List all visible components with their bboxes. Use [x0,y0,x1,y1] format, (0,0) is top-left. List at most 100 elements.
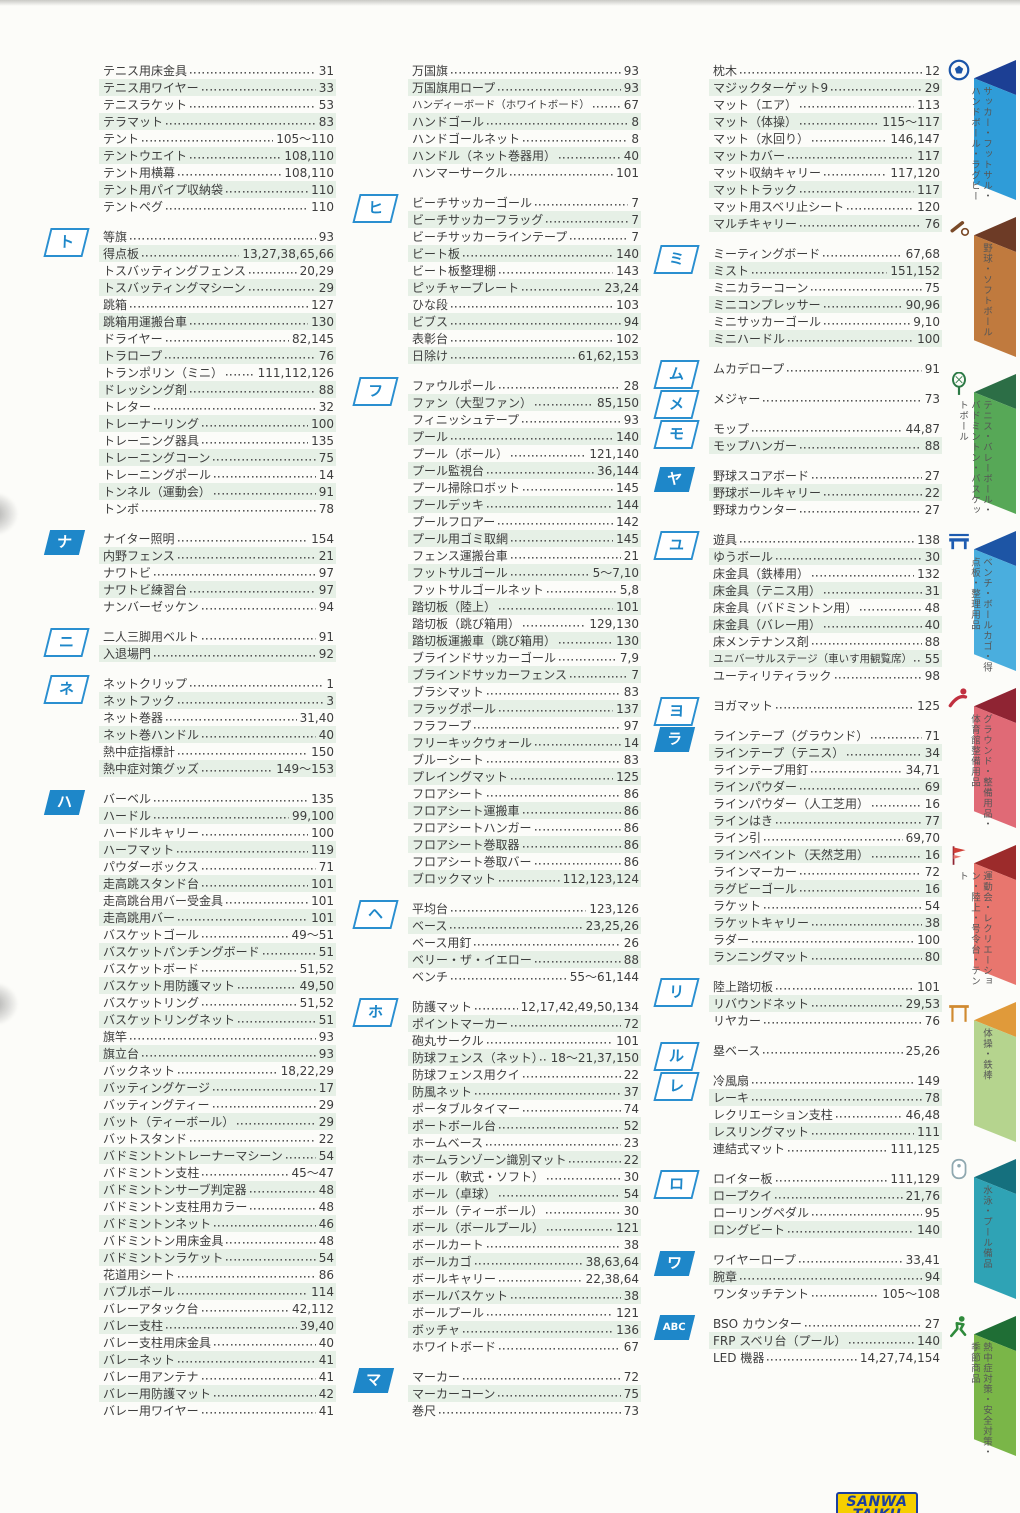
index-entry: フロアシート巻取器 86 [408,836,641,853]
dot-leader [463,245,614,262]
index-entry: ナワトビ 97 [99,564,336,581]
entry-pages: 21,76 [905,1188,940,1203]
entry-name: ファウルポール [412,379,497,393]
entry-name: FRP スベリ台（プール） [713,1334,847,1348]
dot-leader [824,582,922,599]
dot-leader [764,897,922,914]
index-entry: 枕木 12 [709,62,942,79]
entry-name: 表彰台 [412,332,449,346]
entry-pages: 40 [318,727,334,742]
index-column-3: 枕木 12 マジックターゲット9 29 マット（エア） 113 マット（体操） 115～117… [653,62,942,1379]
entry-pages: 41 [318,1352,334,1367]
section-marker-ユ: ユ [653,531,700,560]
entry-pages: 75 [318,450,334,465]
dot-leader [499,1270,583,1287]
dot-leader [202,875,309,892]
entry-name: メジャー [713,392,761,406]
ribbon-light-shape [974,78,1016,200]
dot-leader [202,415,309,432]
entry-name: ピッチャープレート [412,281,520,295]
entry-name: ブルーシート [412,753,484,767]
entry-pages: 33,41 [905,1252,940,1267]
entry-name: テント用横幕 [103,166,176,180]
index-entry: ビブス 94 [408,313,641,330]
entry-name: ボールキャリー [412,1272,497,1286]
entry-name: フラフープ [412,719,472,733]
entry-name: ポータブルタイマー [412,1102,521,1116]
dot-leader [776,978,915,995]
index-section-ユ: ユ遊具 138 ゆうボール 30 床金具（鉄棒用） 132 床金具（テニス用） 31 床金具（バ… [653,531,942,684]
section-marker-ハ: ハ [43,790,86,815]
index-section-continued: 枕木 12 マジックターゲット9 29 マット（エア） 113 マット（体操） 115～117… [656,62,942,232]
entry-name: プール [412,430,449,444]
index-entry: フィニッシュテープ 93 [408,411,641,428]
entry-name: テントウエイト [103,149,188,163]
index-entry: ブラインドサッカーフェンス 7 [408,666,641,683]
dot-leader [752,420,903,437]
dot-leader [546,581,617,598]
section-marker-ナ: ナ [43,530,86,555]
entry-pages: 16 [924,796,940,811]
dot-leader [475,1083,621,1100]
dot-leader [835,1106,903,1123]
entry-name: 平均台 [412,902,449,916]
entry-pages: 146,147 [890,131,940,146]
entry-pages: 71 [318,859,334,874]
dot-leader [775,1187,903,1204]
dot-leader [178,164,282,181]
dot-leader [499,377,621,394]
entry-pages: 13,27,38,65,66 [242,246,334,261]
entry-name: バレーネット [103,1353,176,1367]
dot-leader [559,649,617,666]
section-marker-リ: リ [653,978,700,1007]
index-entry: ハンマーサークル 101 [408,164,641,181]
index-entry: 巻尺 73 [408,1402,641,1419]
entry-name: 走高跳スタンド台 [103,877,200,891]
entry-name: 走高跳台用バー受金具 [103,894,224,908]
entry-name: ミニカラーコーン [713,281,809,295]
entry-pages: 142 [616,514,639,529]
entry-pages: 111,112,126 [257,365,334,380]
entry-name: ラインマーカー [713,865,798,879]
sidebar-tab-7: 体操・鉄棒 [946,998,1018,1148]
entry-pages: 7 [631,212,639,227]
entry-name: 腕章 [713,1270,738,1284]
entry-pages: 94 [924,1269,940,1284]
dot-leader [523,1100,621,1117]
index-entry: バレーアタック台 42,112 [99,1300,336,1317]
entry-pages: 52 [623,1118,639,1133]
index-entry: バレー支柱用床金具 40 [99,1334,336,1351]
entry-name: ベース [412,919,448,933]
dot-leader [812,1204,922,1221]
index-entry: マルチキャリー 76 [709,215,942,232]
entry-name: プール用ゴミ取網 [412,532,509,546]
dot-leader [202,824,309,841]
dot-leader [486,785,621,802]
dot-leader [499,1185,621,1202]
index-entry: テント 105～110 [99,130,336,147]
index-entry: ユニバーサルステージ（車いす用観覧席） 55 [709,650,942,667]
entry-pages: 150 [311,744,334,759]
entry-name: ラインテープ（グラウンド） [713,729,869,743]
dot-leader [823,296,903,313]
dot-leader [202,628,316,645]
dot-leader [238,1011,316,1028]
entry-name: フロアシート巻取バー [412,855,532,869]
dot-leader [767,1349,857,1366]
entry-pages: 145 [616,480,639,495]
index-entry: 熱中症指標計 150 [99,743,336,760]
dot-leader [831,79,922,96]
entry-name: バスケットパンチングボード [103,945,260,959]
entry-pages: 36,144 [597,463,639,478]
dot-leader [177,530,309,547]
index-entry: ボールカゴ 38,63,64 [408,1253,641,1270]
section-marker-ヨ: ヨ [653,697,700,726]
dot-leader [451,968,567,985]
index-entry: ラインテープ用釘 34,71 [709,761,942,778]
entry-name: ミニコンプレッサー [713,298,821,312]
index-entry: フリーキックウォール 14 [408,734,641,751]
entry-pages: 22,38,64 [585,1271,639,1286]
dot-leader [763,1042,903,1059]
entry-name: 防球フェンス用クイ [412,1068,520,1082]
dot-leader [522,279,602,296]
